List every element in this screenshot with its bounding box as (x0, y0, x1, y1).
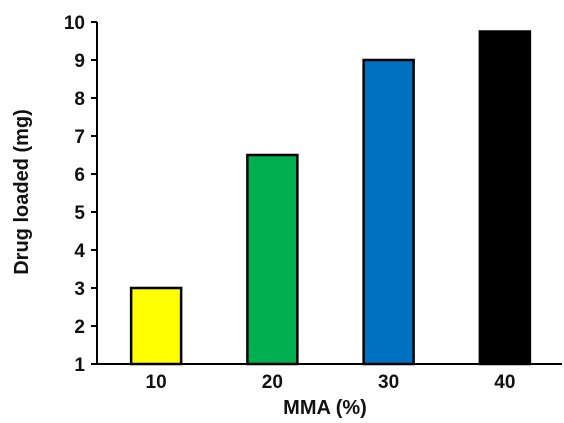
y-axis-label: Drug loaded (mg) (11, 109, 33, 275)
x-tick-label: 30 (378, 372, 399, 393)
bar-30 (362, 58, 415, 366)
bars (129, 30, 532, 366)
x-tick-label: 40 (494, 372, 515, 393)
x-tick-label: 20 (262, 372, 283, 393)
y-tick-label: 10 (64, 13, 85, 34)
y-tick-label: 8 (74, 89, 85, 110)
y-tick-label: 2 (74, 317, 85, 338)
y-tick-label: 7 (74, 127, 85, 148)
y-tick-label: 5 (74, 203, 85, 224)
x-axis-label: MMA (%) (283, 397, 367, 419)
y-tick-label: 6 (74, 165, 85, 186)
x-axis-ticks: 10 20 30 40 (146, 372, 516, 393)
y-tick-label: 9 (74, 51, 85, 72)
y-tick-label: 3 (74, 279, 85, 300)
bar-40 (478, 30, 532, 366)
x-tick-label: 10 (146, 372, 167, 393)
bar-10 (129, 286, 183, 366)
bar-20 (246, 153, 299, 366)
y-axis-ticks: 1 2 3 4 5 6 7 8 9 10 (64, 13, 97, 376)
y-tick-label: 4 (74, 241, 85, 262)
y-tick-label: 1 (74, 355, 85, 376)
